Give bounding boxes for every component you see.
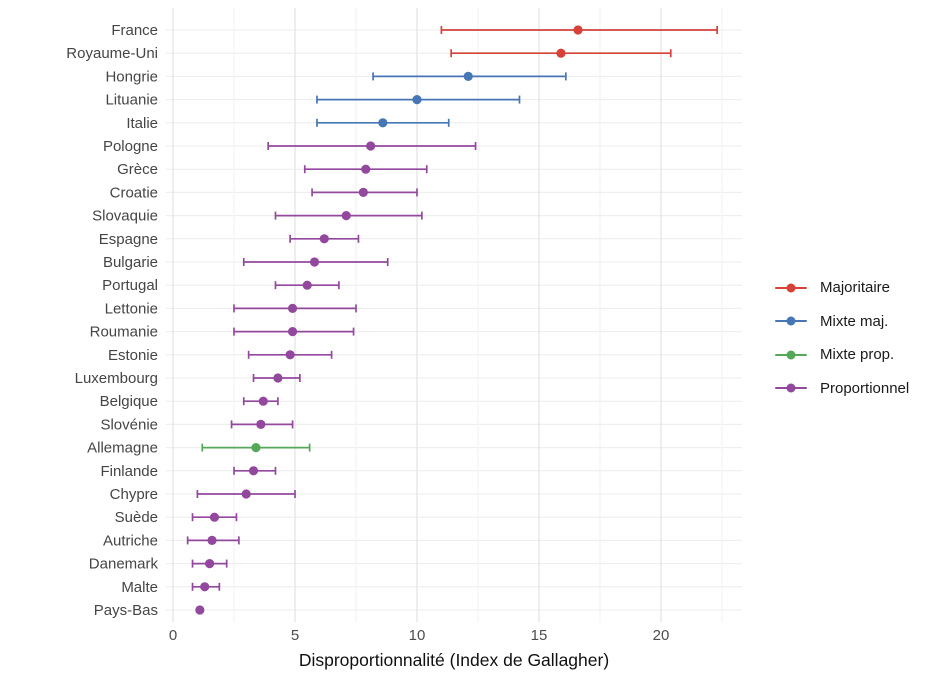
y-axis-label: Finlande <box>100 463 158 480</box>
x-axis-tick-label: 5 <box>291 627 299 644</box>
y-axis-label: Luxembourg <box>75 370 158 387</box>
legend-item: Proportionnel <box>774 372 909 406</box>
data-point <box>358 187 368 197</box>
y-axis-label: Pays-Bas <box>94 602 158 619</box>
data-point <box>287 303 298 313</box>
data-point <box>248 466 259 476</box>
y-axis-label: Portugal <box>102 277 158 294</box>
y-axis-label: Danemark <box>89 556 159 573</box>
y-axis-label: Italie <box>126 115 158 132</box>
x-axis-title: Disproportionnalité (Index de Gallagher) <box>298 650 610 670</box>
legend-key-icon <box>774 381 808 395</box>
x-axis-tick-label: 10 <box>409 627 426 644</box>
data-point <box>287 327 298 337</box>
y-axis-label: Grèce <box>117 161 158 178</box>
data-point <box>341 211 351 221</box>
legend-key-icon <box>774 348 808 362</box>
data-point <box>361 164 371 174</box>
y-axis-label: Bulgarie <box>103 254 158 271</box>
y-axis-label: Croatie <box>110 184 158 201</box>
legend-item: Majoritaire <box>774 271 909 305</box>
data-point <box>378 118 388 128</box>
data-point <box>309 257 320 267</box>
data-point <box>273 373 283 383</box>
y-axis-label: Royaume-Uni <box>66 45 158 62</box>
legend-item: Mixte maj. <box>774 305 909 339</box>
legend-key-icon <box>774 281 808 295</box>
data-point <box>251 443 261 453</box>
data-point <box>556 48 566 58</box>
data-point <box>573 25 583 35</box>
y-axis-label: Slovaquie <box>92 208 158 225</box>
data-point <box>195 605 205 615</box>
data-point <box>256 419 266 429</box>
y-axis-label: Allemagne <box>87 440 158 457</box>
y-axis-label: Pologne <box>103 138 158 155</box>
y-axis-label: Chypre <box>110 486 158 503</box>
y-axis-label: Hongrie <box>105 68 158 85</box>
legend-key-icon <box>774 314 808 328</box>
legend-label: Proportionnel <box>820 379 910 397</box>
legend-label: Mixte maj. <box>820 312 889 330</box>
x-axis-tick-label: 0 <box>169 627 177 644</box>
x-axis-tick-label: 20 <box>653 627 670 644</box>
data-point <box>241 489 251 499</box>
x-axis-tick-label: 15 <box>531 627 548 644</box>
y-axis-label: Roumanie <box>90 324 158 341</box>
data-point <box>412 95 422 105</box>
legend-item: Mixte prop. <box>774 338 909 372</box>
y-axis-label: France <box>111 22 158 39</box>
legend-label: Majoritaire <box>820 279 891 297</box>
y-axis-label: Lettonie <box>105 300 158 317</box>
data-point <box>302 280 312 290</box>
data-point <box>285 350 295 360</box>
y-axis-label: Estonie <box>108 347 158 364</box>
data-point <box>319 234 329 244</box>
data-point <box>258 396 268 406</box>
y-axis-label: Suède <box>115 509 158 526</box>
y-axis-label: Belgique <box>100 393 158 410</box>
y-axis-label: Slovénie <box>100 416 158 433</box>
data-point <box>205 559 215 569</box>
legend: Majoritaire Mixte maj. Mixte prop. Propo… <box>774 271 909 405</box>
data-point <box>207 535 217 546</box>
y-axis-label: Malte <box>121 579 158 596</box>
data-point <box>200 582 210 592</box>
legend-label: Mixte prop. <box>820 346 895 364</box>
y-axis-label: Espagne <box>99 231 158 248</box>
data-point <box>209 512 220 522</box>
y-axis-label: Lituanie <box>105 92 158 109</box>
data-point <box>366 141 376 151</box>
y-axis-label: Autriche <box>103 532 158 549</box>
data-point <box>463 71 473 81</box>
